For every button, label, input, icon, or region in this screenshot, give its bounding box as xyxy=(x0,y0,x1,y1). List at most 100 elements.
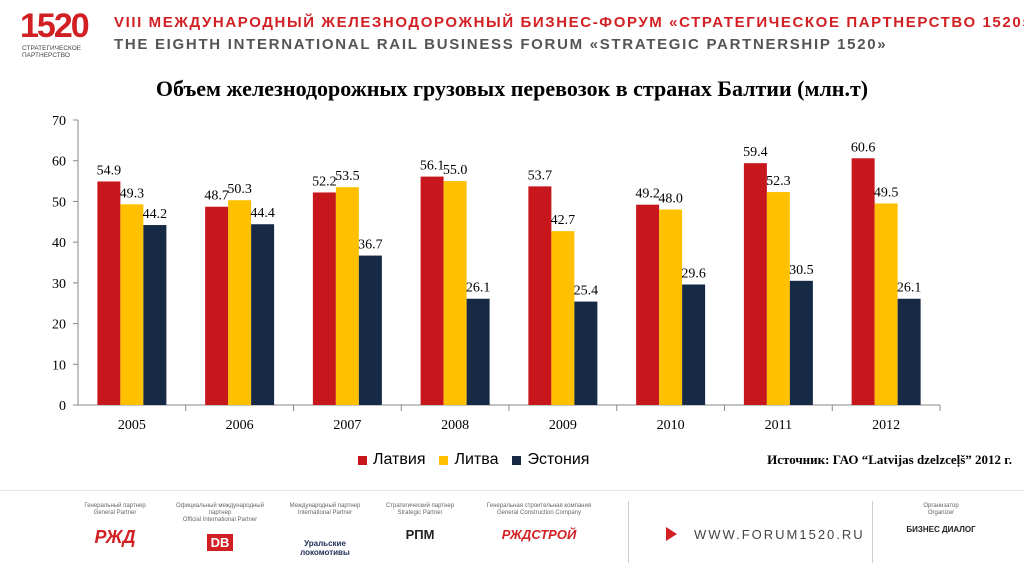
bar-lithuania xyxy=(335,187,359,405)
x-tick-label: 2010 xyxy=(657,418,685,433)
legend-item-latvia: Латвия xyxy=(358,451,425,469)
y-tick-label: 30 xyxy=(52,277,66,292)
legend-swatch-latvia xyxy=(358,455,367,465)
organizer-logo: БИЗНЕС ДИАЛОГ xyxy=(906,525,976,534)
bar-latvia xyxy=(851,158,875,405)
data-label: 26.1 xyxy=(466,281,491,296)
bar-estonia xyxy=(143,225,167,405)
data-label: 44.4 xyxy=(250,206,275,221)
play-icon xyxy=(666,527,677,541)
bar-estonia xyxy=(466,298,490,405)
legend-label: Литва xyxy=(454,451,499,468)
bar-estonia xyxy=(682,284,706,405)
bar-latvia xyxy=(743,163,767,405)
data-label: 54.9 xyxy=(97,163,122,178)
x-tick-label: 2008 xyxy=(441,418,469,433)
forum-logo: 1520 СТРАТЕГИЧЕСКОЕ ПАРТНЕРСТВО xyxy=(20,8,100,60)
data-label: 29.6 xyxy=(681,266,706,281)
y-tick-label: 0 xyxy=(59,399,66,414)
partner-label: Официальный международный партнер Offici… xyxy=(176,503,264,523)
legend-label: Эстония xyxy=(527,451,590,468)
y-tick-label: 10 xyxy=(52,358,66,373)
bar-lithuania xyxy=(874,203,898,405)
data-label: 30.5 xyxy=(789,263,814,278)
data-label: 49.3 xyxy=(120,186,145,201)
x-tick-label: 2009 xyxy=(549,418,577,433)
header: 1520 СТРАТЕГИЧЕСКОЕ ПАРТНЕРСТВО VIII МЕЖ… xyxy=(0,0,1024,66)
legend-swatch-lithuania xyxy=(439,455,449,465)
data-label: 55.0 xyxy=(443,163,468,178)
bar-estonia xyxy=(789,280,813,405)
data-label: 42.7 xyxy=(551,213,576,228)
bar-estonia xyxy=(574,301,598,405)
x-tick-label: 2005 xyxy=(118,418,146,433)
x-tick-label: 2012 xyxy=(872,418,900,433)
partner-strategic: Стратегический партнер Strategic Partner… xyxy=(370,503,470,542)
header-title-ru: VIII МЕЖДУНАРОДНЫЙ ЖЕЛЕЗНОДОРОЖНЫЙ БИЗНЕ… xyxy=(114,14,1024,31)
partner-general: Генеральный партнер General Partner РЖД xyxy=(70,503,160,548)
partner-construction: Генеральная строительная компания Genera… xyxy=(484,503,594,542)
legend-swatch-estonia xyxy=(512,455,522,465)
source-note: Источник: ГАО “Latvijas dzelzceļš” 2012 … xyxy=(767,452,1012,467)
x-tick-label: 2011 xyxy=(765,418,792,433)
ural-locomotives-logo: Уральские локомотивы xyxy=(300,539,350,557)
bar-estonia xyxy=(251,224,275,405)
data-label: 44.2 xyxy=(143,207,168,222)
legend-item-lithuania: Литва xyxy=(439,451,498,469)
footer-divider xyxy=(872,501,873,563)
bar-estonia xyxy=(897,298,921,405)
rzdstroy-logo: РЖДСТРОЙ xyxy=(501,527,577,542)
partner-label: Стратегический партнер Strategic Partner xyxy=(385,503,455,516)
bar-lithuania xyxy=(120,204,144,405)
data-label: 26.1 xyxy=(897,281,922,296)
bar-latvia xyxy=(636,204,660,405)
bar-lithuania xyxy=(659,209,683,405)
partner-international: Международный партнер International Part… xyxy=(280,503,370,557)
bar-latvia xyxy=(528,186,552,405)
data-label: 53.7 xyxy=(528,168,553,183)
legend-item-estonia: Эстония xyxy=(512,451,589,469)
data-label: 59.4 xyxy=(743,145,768,160)
partner-international-official: Официальный международный партнер Offici… xyxy=(170,503,270,552)
footer: Генеральный партнер General Partner РЖД … xyxy=(0,490,1024,577)
logo-number: 1520 xyxy=(20,7,90,45)
bar-latvia xyxy=(97,181,121,405)
bar-lithuania xyxy=(551,231,575,405)
bar-lithuania xyxy=(443,181,467,405)
forum-url-link[interactable]: WWW.FORUM1520.RU xyxy=(694,527,865,542)
y-tick-label: 50 xyxy=(52,195,66,210)
y-tick-label: 70 xyxy=(52,114,66,129)
bar-latvia xyxy=(312,192,336,405)
footer-divider xyxy=(628,501,629,563)
legend-label: Латвия xyxy=(373,451,426,468)
data-label: 52.3 xyxy=(766,174,791,189)
rpm-logo: РПМ xyxy=(405,527,435,542)
bar-lithuania xyxy=(228,200,252,405)
chart-title: Объем железнодорожных грузовых перевозок… xyxy=(155,76,869,101)
data-label: 52.2 xyxy=(312,174,337,189)
chart-legend: Латвия Литва Эстония xyxy=(358,449,603,471)
partner-label: Международный партнер International Part… xyxy=(289,503,361,516)
organizer: Организатор Organizer БИЗНЕС ДИАЛОГ xyxy=(906,503,976,534)
y-tick-label: 40 xyxy=(52,236,66,251)
partner-label: Генеральная строительная компания Genera… xyxy=(486,503,592,516)
bar-latvia xyxy=(420,176,444,405)
rzd-logo: РЖД xyxy=(94,527,136,547)
logo-subtitle: СТРАТЕГИЧЕСКОЕ ПАРТНЕРСТВО xyxy=(22,45,82,59)
partner-label: Генеральный партнер General Partner xyxy=(84,503,146,516)
data-label: 60.6 xyxy=(851,140,876,155)
bar-chart: 0 10 20 30 40 50 60 70 54.9 49.3 44.2 2005 48.750.3 4… xyxy=(52,114,941,433)
organizer-label: Организатор Organizer xyxy=(923,503,959,516)
data-label: 53.5 xyxy=(335,169,360,184)
x-tick-label: 2006 xyxy=(226,418,254,433)
data-label: 48.7 xyxy=(204,189,229,204)
bar-latvia xyxy=(205,206,229,405)
data-label: 25.4 xyxy=(574,284,599,299)
data-label: 36.7 xyxy=(358,238,383,253)
bar-estonia xyxy=(358,255,382,405)
y-tick-label: 20 xyxy=(52,318,66,333)
data-label: 50.3 xyxy=(227,182,252,197)
y-tick-label: 60 xyxy=(52,155,66,170)
data-label: 49.5 xyxy=(874,185,899,200)
db-logo: DB xyxy=(206,534,234,551)
